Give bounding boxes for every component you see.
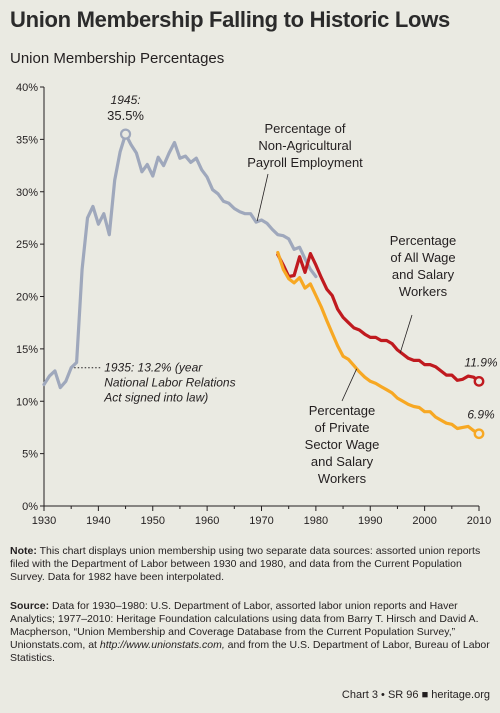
nlra-label-3: Act signed into law)	[103, 391, 208, 405]
series-leader-all-workers	[399, 314, 413, 354]
nlra-label-1: 1935: 13.2% (year	[104, 361, 203, 375]
series-label-all-workers: Percentage	[390, 233, 457, 248]
series-label-all-workers: and Salary	[392, 267, 455, 282]
chart-subtitle: Union Membership Percentages	[10, 50, 225, 67]
y-tick-label: 25%	[16, 239, 38, 251]
union-membership-chart: 0% 5% 10% 15% 20% 25% 30% 35% 40% 1930 1940 1950 196…	[16, 82, 498, 527]
y-tick-label: 0%	[22, 501, 38, 513]
y-tick-label: 30%	[16, 187, 38, 199]
x-tick-label: 1980	[304, 515, 328, 527]
chart-source: Source: Data for 1930–1980: U.S. Departm…	[10, 600, 490, 665]
x-tick-label: 1970	[249, 515, 273, 527]
series-label-private-workers: of Private	[315, 420, 370, 435]
series-label-private-workers: Workers	[318, 471, 367, 486]
series-label-private-workers: Sector Wage	[305, 437, 380, 452]
x-tick-label: 1940	[86, 515, 110, 527]
x-tick-label: 1990	[358, 515, 382, 527]
x-tick-label: 1950	[141, 515, 165, 527]
nlra-label-2: National Labor Relations	[104, 376, 235, 390]
chart-lines	[42, 128, 485, 440]
series-line-payroll	[42, 132, 318, 390]
series-line-private-workers	[276, 250, 481, 436]
note-text: This chart displays union membership usi…	[10, 545, 481, 583]
y-tick-label: 20%	[16, 292, 38, 304]
source-url[interactable]: http://www.unionstats.com,	[99, 639, 225, 651]
series-leader-private-workers	[341, 368, 358, 402]
peak-marker	[119, 128, 132, 140]
series-label-private-workers: Percentage	[309, 403, 376, 418]
chart-note: Note: This chart displays union membersh…	[10, 545, 490, 584]
series-label-payroll: Payroll Employment	[247, 155, 363, 170]
series-leader-payroll	[256, 173, 269, 222]
chart-axes: 0% 5% 10% 15% 20% 25% 30% 35% 40% 1930 1940 1950 196…	[16, 82, 491, 527]
chart-footer: Chart 3 • SR 96 ■ heritage.org	[341, 689, 490, 701]
peak-year-label: 1945:	[111, 93, 141, 107]
series-label-all-workers: Workers	[399, 284, 448, 299]
peak-value-label: 35.5%	[107, 108, 144, 123]
series-label-private-workers: and Salary	[311, 454, 374, 469]
end-value-all-workers: 11.9%	[464, 355, 497, 369]
source-text: Data for 1930–1980: U.S. Department of L…	[10, 600, 479, 651]
x-tick-label: 1930	[32, 515, 56, 527]
source-label: Source:	[10, 600, 50, 612]
series-label-payroll: Non-Agricultural	[258, 138, 351, 153]
series-label-payroll: Percentage of	[265, 121, 346, 136]
y-tick-label: 10%	[16, 396, 38, 408]
y-tick-label: 5%	[22, 449, 38, 461]
chart-title: Union Membership Falling to Historic Low…	[10, 7, 450, 32]
x-tick-label: 1960	[195, 515, 219, 527]
x-tick-label: 2010	[467, 515, 491, 527]
source-text-end: and from the U.S. Department of Labor, B…	[10, 639, 490, 664]
x-tick-label: 2000	[412, 515, 436, 527]
end-value-private-workers: 6.9%	[467, 408, 495, 422]
end-marker-private-workers	[473, 428, 485, 440]
y-tick-label: 15%	[16, 344, 38, 356]
note-label: Note:	[10, 545, 37, 557]
end-marker-all-workers	[473, 375, 485, 387]
y-tick-label: 35%	[16, 134, 38, 146]
y-tick-label: 40%	[16, 82, 38, 94]
series-line-all-workers	[276, 252, 481, 383]
series-label-all-workers: of All Wage	[390, 250, 455, 265]
